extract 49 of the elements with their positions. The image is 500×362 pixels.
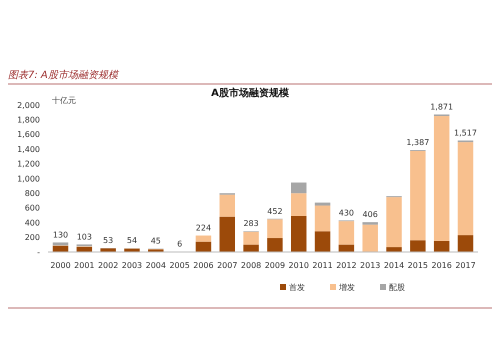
total-label: 283 xyxy=(243,219,259,228)
x-tick-label: 2005 xyxy=(169,261,190,270)
x-tick-label: 2001 xyxy=(74,261,95,270)
total-label: 1,387 xyxy=(406,138,430,148)
total-label: 1,871 xyxy=(430,102,454,112)
x-tick-label: 2003 xyxy=(122,261,142,270)
x-tick-label: 2004 xyxy=(146,261,166,270)
total-label: 6 xyxy=(177,240,182,249)
x-tick-label: 2000 xyxy=(50,261,71,270)
y-tick-label: 600 xyxy=(24,204,40,213)
total-label: 452 xyxy=(267,206,283,216)
x-tick-label: 2008 xyxy=(240,261,262,270)
x-tick-label: 2009 xyxy=(264,261,286,270)
y-tick-label: - xyxy=(37,248,40,257)
x-tick-label: 2016 xyxy=(431,261,452,270)
legend-label: 配股 xyxy=(389,283,405,292)
y-tick-label: 800 xyxy=(24,189,40,198)
y-tick-label: 1,200 xyxy=(17,160,40,169)
total-label: 430 xyxy=(338,208,354,218)
y-tick-label: 400 xyxy=(24,218,40,228)
x-tick-label: 2013 xyxy=(360,261,380,270)
total-label: 1,517 xyxy=(454,128,477,138)
y-tick-label: 2,000 xyxy=(17,100,40,110)
x-tick-label: 2014 xyxy=(384,261,404,270)
total-label: 406 xyxy=(362,210,378,220)
y-tick-label: 1,800 xyxy=(17,116,40,124)
total-label: 53 xyxy=(103,236,114,246)
x-tick-label: 2017 xyxy=(455,261,476,270)
legend-label: 增发 xyxy=(338,283,355,292)
y-axis-title: 十亿元 xyxy=(52,96,76,105)
y-tick-label: 1,400 xyxy=(17,144,40,154)
y-tick-label: 1,600 xyxy=(17,130,40,140)
x-tick-label: 2012 xyxy=(336,261,357,270)
total-label: 45 xyxy=(150,236,161,246)
x-tick-label: 2006 xyxy=(193,261,214,270)
total-label: 224 xyxy=(196,224,212,233)
x-tick-label: 2010 xyxy=(288,261,309,270)
x-tick-label: 2011 xyxy=(312,261,333,270)
total-label: 54 xyxy=(126,236,138,246)
total-label: 130 xyxy=(52,230,68,240)
chart-title: A股市场融资规模 xyxy=(211,87,290,99)
total-label: 103 xyxy=(76,232,92,242)
legend-label: 首发 xyxy=(289,283,305,292)
chart-subtitle: 图表7: A股市场融资规模 xyxy=(8,69,120,81)
x-tick-label: 2015 xyxy=(408,261,428,270)
x-tick-label: 2002 xyxy=(98,261,118,270)
y-tick-label: 1,000 xyxy=(17,174,40,184)
y-tick-label: 200 xyxy=(24,233,40,242)
x-tick-label: 2007 xyxy=(217,261,238,270)
